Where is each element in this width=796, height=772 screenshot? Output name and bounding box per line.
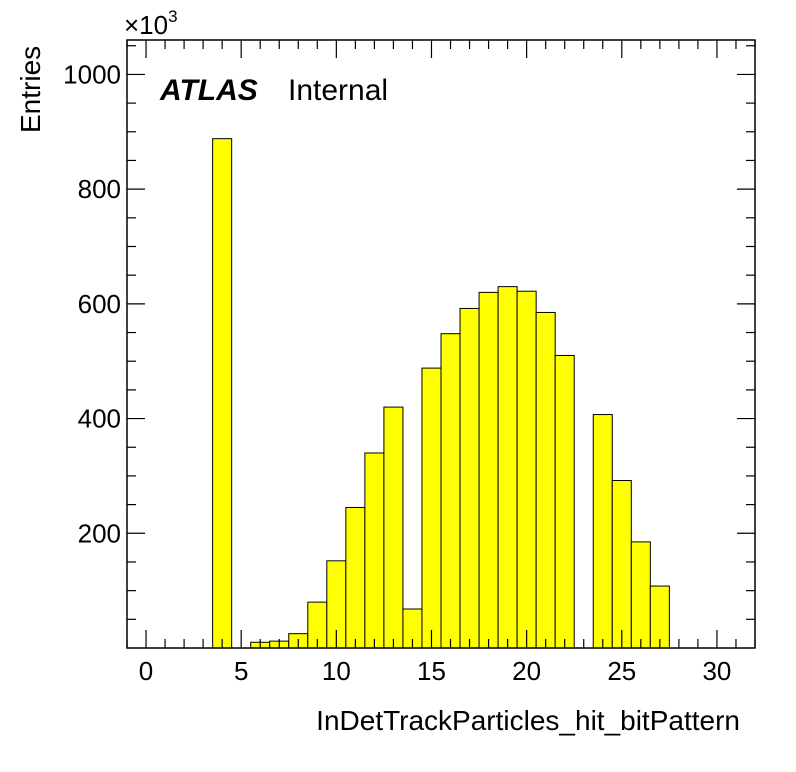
x-tick-label: 5 (234, 656, 248, 686)
histogram-bar (592, 414, 613, 649)
histogram-bar (421, 367, 442, 649)
internal-label: Internal (288, 74, 388, 107)
y-multiplier-base: ×10 (124, 10, 168, 40)
histogram-bar (345, 506, 366, 649)
y-tick-label: 1000 (63, 59, 121, 89)
histogram-bar (554, 354, 575, 649)
histogram-bar (212, 138, 233, 649)
y-multiplier-exponent: 3 (168, 7, 177, 26)
histogram-bar (459, 307, 480, 649)
histogram-bar (383, 406, 404, 649)
x-tick-label: 10 (322, 656, 351, 686)
plot-frame (126, 39, 756, 649)
y-tick-label: 400 (78, 404, 121, 434)
y-tick-label: 200 (78, 518, 121, 548)
y-tick-label: 800 (78, 174, 121, 204)
y-multiplier: ×103 (124, 7, 178, 40)
x-axis-title: InDetTrackParticles_hit_bitPattern (316, 705, 740, 736)
histogram-bars (212, 138, 670, 649)
histogram-bar (440, 333, 461, 649)
histogram-bar (478, 291, 499, 649)
axis-ticks (126, 40, 756, 648)
x-tick-label: 25 (607, 656, 636, 686)
histogram-bar (630, 541, 651, 649)
x-tick-label: 30 (702, 656, 731, 686)
atlas-label: ATLAS (159, 74, 258, 107)
histogram-bar (516, 290, 537, 649)
x-tick-label: 20 (512, 656, 541, 686)
y-tick-labels: 200 400 600 800 1000 (63, 59, 121, 548)
y-tick-label: 600 (78, 289, 121, 319)
x-tick-labels: 0 5 10 15 20 25 30 (139, 656, 732, 686)
x-tick-label: 0 (139, 656, 153, 686)
x-tick-label: 15 (417, 656, 446, 686)
histogram-bar (364, 452, 385, 649)
y-axis-title: Entries (15, 46, 46, 133)
histogram-bar (611, 480, 632, 649)
histogram-bar (535, 311, 556, 649)
histogram-bar (497, 286, 518, 649)
histogram-bar (649, 585, 670, 649)
